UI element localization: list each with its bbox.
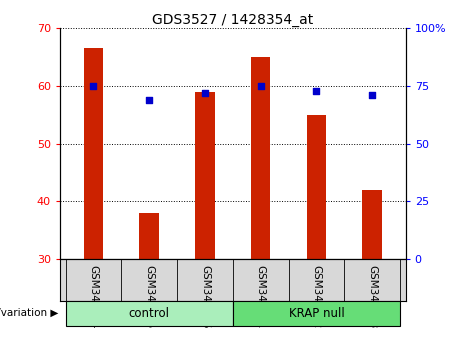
Text: GSM341696: GSM341696 <box>200 265 210 329</box>
FancyBboxPatch shape <box>233 301 400 326</box>
Point <box>257 83 264 89</box>
Point <box>90 83 97 89</box>
Text: KRAP null: KRAP null <box>289 307 344 320</box>
Point <box>313 88 320 93</box>
Text: GSM341694: GSM341694 <box>89 265 98 329</box>
Text: control: control <box>129 307 170 320</box>
Bar <box>251 57 271 259</box>
Point <box>201 90 209 96</box>
Title: GDS3527 / 1428354_at: GDS3527 / 1428354_at <box>152 13 313 27</box>
Bar <box>362 190 382 259</box>
Bar <box>83 48 103 259</box>
Bar <box>307 115 326 259</box>
Point <box>368 92 376 98</box>
Bar <box>195 92 215 259</box>
Point <box>146 97 153 103</box>
Text: GSM341691: GSM341691 <box>256 265 266 329</box>
Text: genotype/variation ▶: genotype/variation ▶ <box>0 308 59 319</box>
Text: GSM341692: GSM341692 <box>312 265 321 329</box>
Text: GSM341695: GSM341695 <box>144 265 154 329</box>
FancyBboxPatch shape <box>65 301 233 326</box>
Text: GSM341693: GSM341693 <box>367 265 377 329</box>
Bar <box>139 213 159 259</box>
